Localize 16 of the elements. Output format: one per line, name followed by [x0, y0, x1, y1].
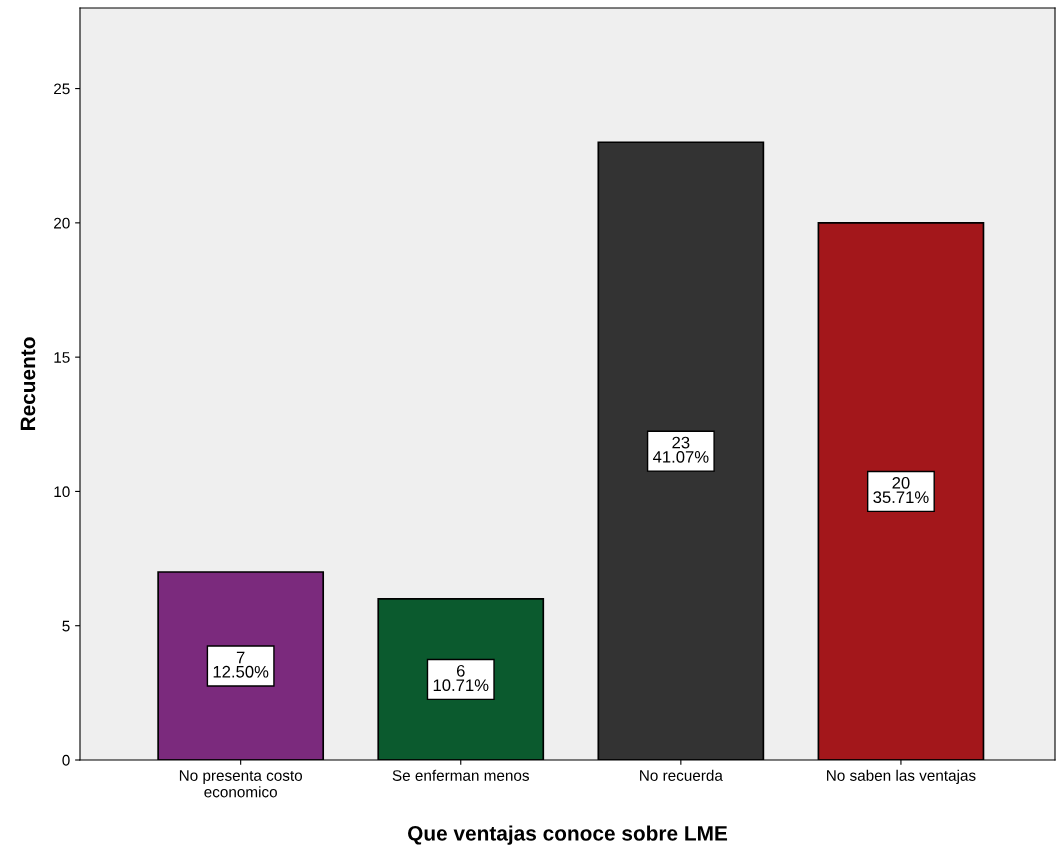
y-tick-label: 25	[54, 83, 70, 95]
data-label: 6 10.71%	[433, 664, 489, 692]
data-label: 20 35.71%	[873, 476, 929, 504]
x-tick-label: No saben las ventajas	[827, 769, 976, 784]
y-tick-label: 15	[54, 352, 70, 363]
x-tick-label: No recuerda	[640, 769, 723, 781]
y-axis-title: Recuento	[20, 337, 36, 431]
x-tick-label: No presenta costo economico	[179, 770, 303, 798]
x-axis-title: Que ventajas conoce sobre LME	[408, 825, 728, 845]
data-label: 7 12.50%	[213, 651, 269, 678]
y-tick-label: 20	[54, 217, 70, 229]
y-tick-label: 0	[62, 754, 70, 766]
y-tick-label: 5	[62, 620, 70, 632]
y-tick-label: 10	[54, 486, 70, 498]
data-label: 23 41.07%	[652, 436, 709, 463]
x-tick-label: Se enferman menos	[392, 769, 529, 781]
